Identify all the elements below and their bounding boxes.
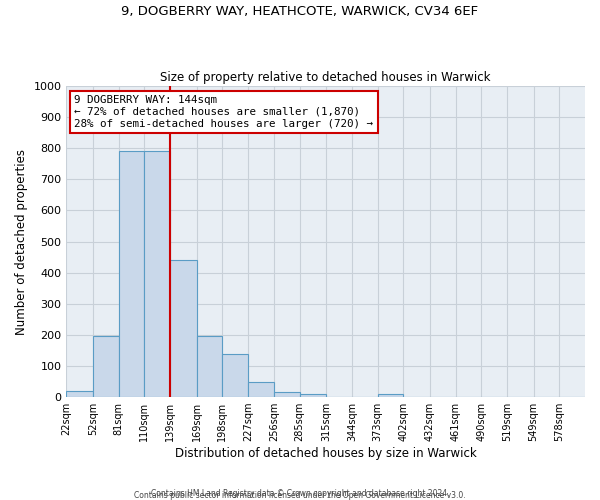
Bar bbox=[119, 152, 145, 397]
Y-axis label: Number of detached properties: Number of detached properties bbox=[15, 148, 28, 334]
Text: 9 DOGBERRY WAY: 144sqm
← 72% of detached houses are smaller (1,870)
28% of semi-: 9 DOGBERRY WAY: 144sqm ← 72% of detached… bbox=[74, 96, 373, 128]
Bar bbox=[299, 394, 326, 397]
X-axis label: Distribution of detached houses by size in Warwick: Distribution of detached houses by size … bbox=[175, 447, 476, 460]
Text: 9, DOGBERRY WAY, HEATHCOTE, WARWICK, CV34 6EF: 9, DOGBERRY WAY, HEATHCOTE, WARWICK, CV3… bbox=[121, 5, 479, 18]
Bar bbox=[274, 392, 299, 397]
Text: Contains HM Land Registry data © Crown copyright and database right 2024.: Contains HM Land Registry data © Crown c… bbox=[151, 488, 449, 498]
Bar bbox=[93, 336, 119, 397]
Bar bbox=[67, 391, 93, 397]
Text: Contains public sector information licensed under the Open Government Licence v3: Contains public sector information licen… bbox=[134, 491, 466, 500]
Bar bbox=[223, 354, 248, 397]
Title: Size of property relative to detached houses in Warwick: Size of property relative to detached ho… bbox=[160, 70, 491, 84]
Bar bbox=[377, 394, 403, 397]
Bar bbox=[145, 152, 170, 397]
Bar bbox=[197, 336, 223, 397]
Bar bbox=[170, 260, 197, 397]
Bar bbox=[248, 382, 274, 397]
